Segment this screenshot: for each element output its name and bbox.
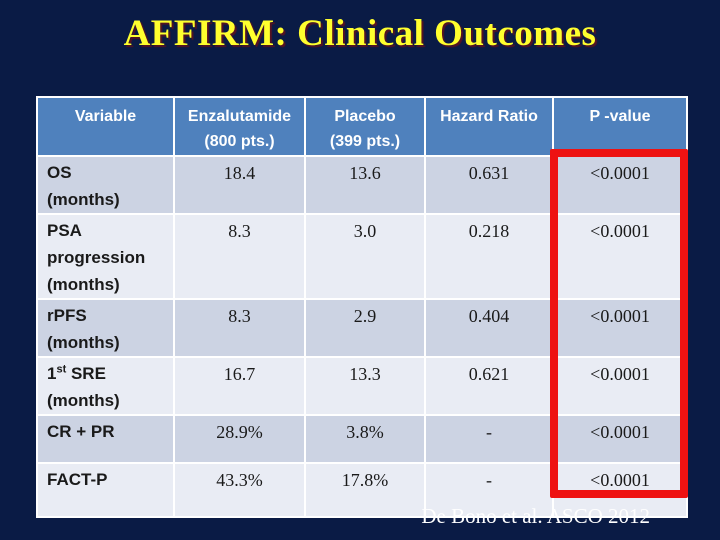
table-row: rPFS (months) 8.3 2.9 0.404 <0.0001 [36, 298, 688, 358]
value-cell: 0.404 [424, 298, 554, 358]
value-cell: <0.0001 [552, 414, 688, 464]
table-header-row: Variable Enzalutamide (800 pts.) Placebo (39… [36, 96, 688, 157]
value-cell: 8.3 [173, 213, 306, 300]
citation-text: De Bono et al. ASCO 2012 [421, 504, 650, 528]
row-label: 1st SRE (months) [36, 356, 175, 416]
table-header: Variable Enzalutamide (800 pts.) Placebo (39… [36, 96, 688, 157]
column-header: Variable [36, 96, 175, 157]
value-cell: 28.9% [173, 414, 306, 464]
row-label: OS (months) [36, 155, 175, 215]
value-cell: <0.0001 [552, 356, 688, 416]
value-cell: 13.3 [304, 356, 426, 416]
value-cell: 0.631 [424, 155, 554, 215]
table-body: OS (months) 18.4 13.6 0.631 <0.0001 PSA progres… [36, 155, 688, 518]
value-cell: 0.218 [424, 213, 554, 300]
column-header: Enzalutamide (800 pts.) [173, 96, 306, 157]
value-cell: 43.3% [173, 462, 306, 518]
value-cell: 3.0 [304, 213, 426, 300]
value-cell: <0.0001 [552, 213, 688, 300]
value-cell: 13.6 [304, 155, 426, 215]
clinical-outcomes-table: Variable Enzalutamide (800 pts.) Placebo (39… [36, 96, 688, 518]
table-row: OS (months) 18.4 13.6 0.631 <0.0001 [36, 155, 688, 215]
value-cell: 8.3 [173, 298, 306, 358]
row-label: PSA progression (months) [36, 213, 175, 300]
value-cell: - [424, 414, 554, 464]
column-header: P -value [552, 96, 688, 157]
value-cell: 17.8% [304, 462, 426, 518]
table-row: PSA progression (months) 8.3 3.0 0.218 <0.0001 [36, 213, 688, 300]
table-row: FACT-P 43.3% 17.8% - <0.0001 [36, 462, 688, 518]
value-cell: 16.7 [173, 356, 306, 416]
row-label: CR + PR [36, 414, 175, 464]
value-cell: <0.0001 [552, 155, 688, 215]
value-cell: 3.8% [304, 414, 426, 464]
row-label: rPFS (months) [36, 298, 175, 358]
row-label: FACT-P [36, 462, 175, 518]
slide-title: AFFIRM: Clinical Outcomes [123, 13, 597, 54]
table-row: CR + PR 28.9% 3.8% - <0.0001 [36, 414, 688, 464]
table-row: 1st SRE (months) 16.7 13.3 0.621 <0.0001 [36, 356, 688, 416]
column-header: Hazard Ratio [424, 96, 554, 157]
column-header: Placebo (399 pts.) [304, 96, 426, 157]
value-cell: 0.621 [424, 356, 554, 416]
value-cell: 2.9 [304, 298, 426, 358]
value-cell: 18.4 [173, 155, 306, 215]
value-cell: <0.0001 [552, 298, 688, 358]
